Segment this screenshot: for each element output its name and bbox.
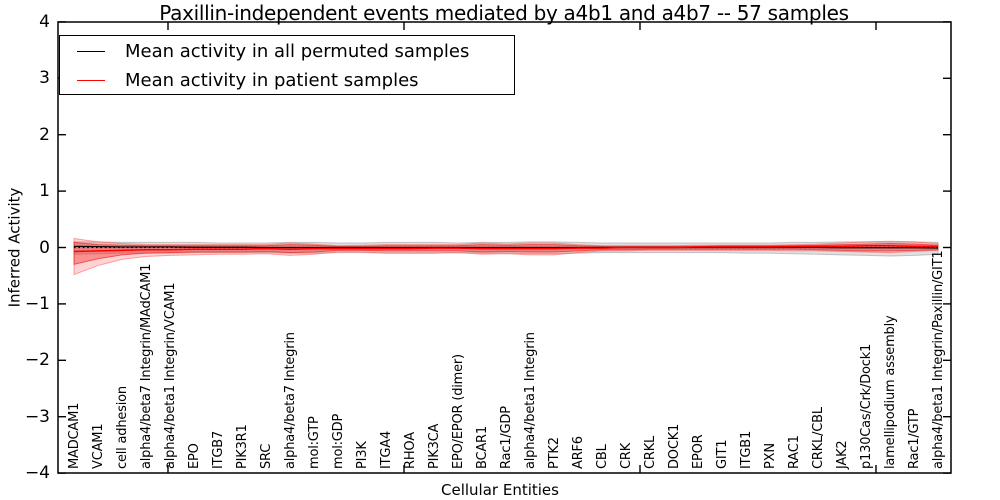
x-tick-label: RAC1 [786,435,802,469]
y-tick-label: 4 [39,11,50,32]
x-tick-label: VCAM1 [90,423,106,469]
x-tick-label: alpha4/beta1 Integrin [522,332,538,469]
x-tick-label: MADCAM1 [66,402,82,469]
x-tick-label: PIK3CA [426,423,442,469]
legend-line-black-icon [77,50,105,52]
y-tick-label: 2 [39,124,50,145]
legend-item-permuted: Mean activity in all permuted samples [60,37,514,65]
x-axis-title: Cellular Entities [441,481,559,499]
x-tick-label: mol:GDP [330,413,346,469]
x-tick-label: ITGA4 [378,430,394,469]
x-tick-label: ITGB7 [210,430,226,469]
x-tick-label: CRKL [642,435,658,469]
y-tick-label: 1 [39,181,50,202]
x-tick-label: mol:GTP [306,416,322,469]
x-tick-label: Rac1/GDP [498,406,514,469]
x-tick-label: lamellipodium assembly [882,315,898,469]
x-tick-label: ARF6 [570,436,586,469]
x-tick-label: alpha4/beta7 Integrin/MAdCAM1 [138,263,154,469]
x-tick-label: EPO [186,443,202,469]
line-mean-activity-in-patient-samples [73,245,938,253]
y-tick-label: 3 [39,68,50,89]
y-tick-label: −1 [24,293,50,314]
x-tick-label: CRK [618,442,634,469]
legend-box: Mean activity in all permuted samples Me… [59,35,515,95]
x-tick-label: CRKL/CBL [810,407,826,469]
x-tick-label: PI3K [354,441,370,469]
y-tick-label: 0 [39,237,50,258]
y-tick-label: −3 [24,406,50,427]
x-tick-label: alpha4/beta1 Integrin/VCAM1 [162,282,178,469]
x-tick-label: alpha4/beta1 Integrin/Paxillin/GIT1 [930,250,946,469]
legend-line-red-icon [77,79,105,81]
x-tick-label: ITGB1 [738,430,754,469]
x-tick-label: alpha4/beta7 Integrin [282,332,298,469]
x-tick-label: cell adhesion [114,386,130,469]
x-tick-label: PIK3R1 [234,424,250,469]
x-tick-label: p130Cas/Crk/Dock1 [858,343,874,469]
y-tick-label: −4 [24,463,50,484]
x-tick-label: RHOA [402,432,418,469]
chart-title: Paxillin-independent events mediated by … [159,1,849,25]
x-tick-label: JAK2 [834,440,850,470]
x-tick-label: PTK2 [546,437,562,469]
y-tick-label: −2 [24,350,50,371]
legend-label-permuted: Mean activity in all permuted samples [125,40,470,62]
x-tick-label: SRC [258,443,274,469]
x-tick-label: PXN [762,443,778,469]
legend-label-patient: Mean activity in patient samples [125,69,419,91]
x-tick-label: Rac1/GTP [906,408,922,469]
x-tick-label: BCAR1 [474,426,490,469]
x-tick-label: CBL [594,444,610,469]
legend-item-patient: Mean activity in patient samples [60,66,514,94]
x-tick-label: EPO/EPOR (dimer) [450,354,466,469]
x-tick-label: DOCK1 [666,423,682,469]
x-tick-label: GIT1 [714,439,730,469]
x-tick-label: EPOR [690,434,706,469]
